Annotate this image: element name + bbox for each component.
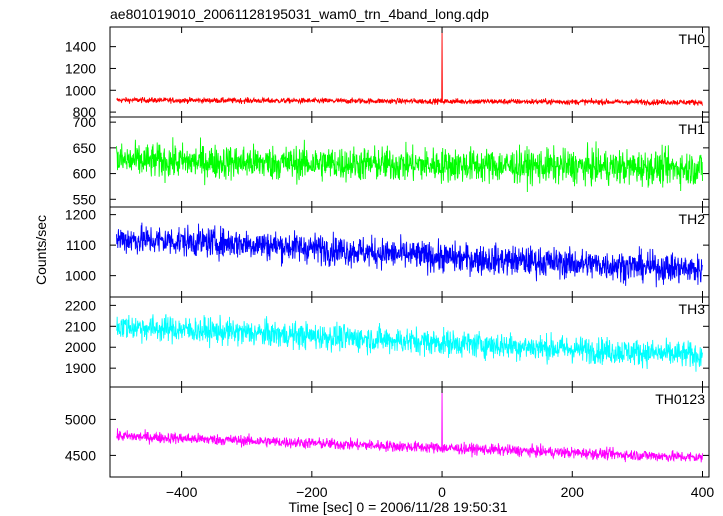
panel-frame xyxy=(109,296,710,388)
panel-label-th3: TH3 xyxy=(679,301,706,317)
y-tick-label: 5000 xyxy=(65,411,96,427)
panel-label-th1: TH1 xyxy=(679,121,706,137)
panel-label-th0123: TH0123 xyxy=(655,391,705,407)
y-tick-label: 1400 xyxy=(65,39,96,55)
panel-th3: TH3 1900 2000 2100 2200 xyxy=(65,296,710,388)
y-tick-label: 2100 xyxy=(65,318,96,334)
panel-th1: TH1 550 600 650 700 xyxy=(73,114,710,208)
x-tick-label: 200 xyxy=(561,484,585,500)
panel-label-th0: TH0 xyxy=(679,31,706,47)
y-tick-label: 600 xyxy=(73,166,97,182)
x-axis-label: Time [sec] 0 = 2006/11/28 19:50:31 xyxy=(288,499,507,515)
y-axis-label: Counts/sec xyxy=(33,215,49,285)
x-tick-label: 400 xyxy=(691,484,715,500)
series-line-th1 xyxy=(116,137,703,193)
y-tick-label: 700 xyxy=(73,114,97,130)
x-tick-label: 0 xyxy=(438,484,446,500)
panels-group: TH0 800 1000 1200 1400 TH1 550 600 650 700 TH2 1000… xyxy=(65,26,715,500)
panel-frame xyxy=(109,26,710,118)
panel-frame xyxy=(109,386,710,478)
y-tick-label: 800 xyxy=(73,104,97,120)
panel-th0123: TH0123 4500 5000 xyxy=(65,386,710,478)
y-tick-label: 650 xyxy=(73,140,97,156)
chart-title: ae801019010_20061128195031_wam0_trn_4ban… xyxy=(110,6,489,22)
series-line-th2 xyxy=(116,222,703,288)
series-line-th3 xyxy=(116,314,703,372)
y-tick-label: 2200 xyxy=(65,297,96,313)
y-tick-label: 1900 xyxy=(65,360,96,376)
y-tick-label: 1000 xyxy=(65,268,96,284)
series-line-th0123 xyxy=(116,389,703,463)
panel-th0: TH0 800 1000 1200 1400 xyxy=(65,26,710,120)
y-tick-label: 1100 xyxy=(66,237,96,253)
y-tick-label: 1200 xyxy=(65,60,96,76)
y-tick-label: 4500 xyxy=(65,447,96,463)
y-tick-label: 550 xyxy=(73,191,97,207)
series-line-th0 xyxy=(116,28,703,107)
x-tick-label: −200 xyxy=(296,484,328,500)
y-tick-label: 1200 xyxy=(65,207,96,223)
x-tick-label: −400 xyxy=(166,484,198,500)
panel-label-th2: TH2 xyxy=(679,211,706,227)
y-tick-label: 2000 xyxy=(65,339,96,355)
y-tick-label: 1000 xyxy=(65,82,96,98)
panel-th2: TH2 1000 1100 1200 xyxy=(65,206,710,298)
